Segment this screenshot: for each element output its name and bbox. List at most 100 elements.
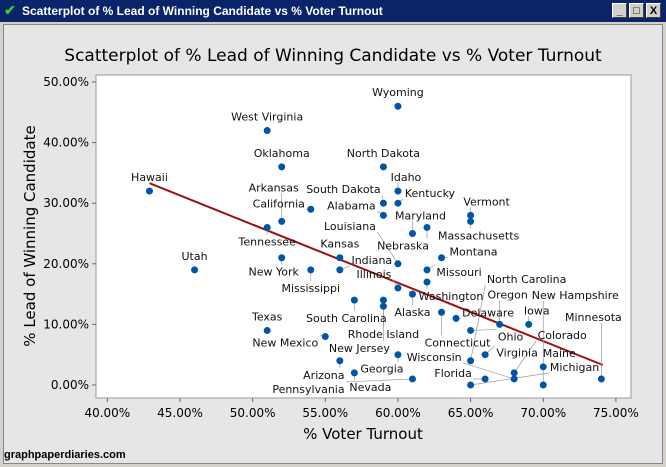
x-tick-label: 70.00% <box>520 406 566 420</box>
data-point-group: Mississippi <box>281 266 340 295</box>
y-tick-label: 30.00% <box>43 196 89 210</box>
data-point-group: Vermont <box>463 195 511 219</box>
y-tick-label: 20.00% <box>43 257 89 271</box>
point-label: Florida <box>434 367 471 380</box>
data-point-group: Indiana <box>336 254 392 274</box>
data-point <box>263 223 271 231</box>
point-label: Maine <box>543 347 576 360</box>
data-point-group: Massachusetts <box>438 217 520 242</box>
data-point-group: Oregon <box>487 288 528 328</box>
point-label: West Virginia <box>231 110 303 123</box>
label-leader-line <box>346 378 413 383</box>
data-point <box>379 211 387 219</box>
data-point <box>350 296 358 304</box>
point-label: Nebraska <box>377 239 429 252</box>
point-label: Alaska <box>394 306 430 319</box>
data-point-group: Texas <box>251 310 283 334</box>
x-tick-label: 50.00% <box>230 406 276 420</box>
data-point-group: Montana <box>438 246 498 262</box>
data-point <box>379 163 387 171</box>
data-point-group: Rhode Island <box>348 296 419 341</box>
point-label: Oregon <box>487 288 527 301</box>
point-label: Texas <box>251 310 283 323</box>
data-point-group: North Dakota <box>347 147 420 171</box>
point-label: Massachusetts <box>438 229 520 242</box>
data-point <box>467 211 475 219</box>
data-point <box>278 217 286 225</box>
data-point-group: Tennessee <box>238 223 296 248</box>
data-point-group: South Carolina <box>306 296 387 325</box>
data-point <box>263 326 271 334</box>
data-point <box>278 254 286 262</box>
point-label: New Mexico <box>252 337 318 350</box>
data-point-group: Iowa <box>524 304 550 328</box>
point-label: Washington <box>419 290 484 303</box>
point-label: Wyoming <box>372 86 424 99</box>
x-tick-label: 65.00% <box>448 406 494 420</box>
point-label: Alabama <box>327 199 376 212</box>
data-point-group: Connecticut <box>425 308 491 349</box>
data-point-group: Colorado <box>510 329 587 377</box>
minimize-button[interactable]: _ <box>612 3 627 18</box>
data-point <box>394 284 402 292</box>
label-leader-line <box>513 340 537 374</box>
point-label: Delaware <box>462 306 514 319</box>
data-point-group: Florida <box>434 367 489 383</box>
data-point <box>191 266 199 274</box>
data-point <box>408 230 416 237</box>
data-point <box>307 205 315 213</box>
data-point <box>467 326 475 334</box>
plot-area <box>95 74 632 399</box>
point-label: Indiana <box>351 254 392 267</box>
label-leader-line <box>463 362 515 380</box>
data-point <box>394 351 402 359</box>
data-point <box>496 320 504 328</box>
data-point <box>394 199 402 207</box>
close-button[interactable]: X <box>646 3 661 18</box>
data-point <box>539 381 547 389</box>
point-label: Nevada <box>349 381 391 394</box>
data-point <box>525 320 533 328</box>
x-tick-label: 45.00% <box>157 406 203 420</box>
x-axis-label: % Voter Turnout <box>303 425 423 443</box>
x-tick-label: 75.00% <box>593 406 639 420</box>
point-label: South Carolina <box>306 312 387 325</box>
label-leader-line <box>470 329 497 331</box>
regression-line <box>149 182 604 366</box>
point-label: Idaho <box>391 171 422 184</box>
data-point <box>467 217 475 225</box>
data-point-group: Louisiana <box>324 220 402 268</box>
data-point <box>408 290 416 298</box>
point-label: California <box>253 197 305 210</box>
data-point <box>510 369 518 377</box>
point-label: North Dakota <box>347 147 420 160</box>
data-point <box>350 369 358 377</box>
data-point-group: North Carolina <box>467 273 566 365</box>
data-point-group: South Dakota <box>306 183 387 207</box>
data-point <box>394 260 402 268</box>
point-label: Colorado <box>538 329 587 342</box>
x-tick-label: 40.00% <box>84 406 130 420</box>
data-point <box>336 266 344 274</box>
data-point-group: West Virginia <box>231 110 303 134</box>
data-point <box>438 308 446 316</box>
point-label: Hawaii <box>131 171 168 184</box>
data-point <box>452 314 460 322</box>
data-point-group: Maine <box>539 347 576 371</box>
point-label: Vermont <box>463 195 510 208</box>
data-point-group: Missouri <box>423 266 482 279</box>
data-point-group: Wyoming <box>372 86 424 110</box>
point-label: Illinois <box>356 268 391 281</box>
data-point <box>394 102 402 110</box>
x-tick-label: 60.00% <box>375 406 421 420</box>
point-label: Minnesota <box>565 311 622 324</box>
point-label: Missouri <box>436 266 481 279</box>
data-point <box>278 163 286 171</box>
data-point-group: Wisconsin <box>407 351 518 383</box>
point-label: Montana <box>450 246 498 259</box>
maximize-button[interactable]: □ <box>629 3 644 18</box>
point-label: Ohio <box>498 330 524 343</box>
data-point <box>539 363 547 371</box>
watermark: graphpaperdiaries.com <box>4 449 126 461</box>
data-point-group: Alaska <box>394 290 430 319</box>
